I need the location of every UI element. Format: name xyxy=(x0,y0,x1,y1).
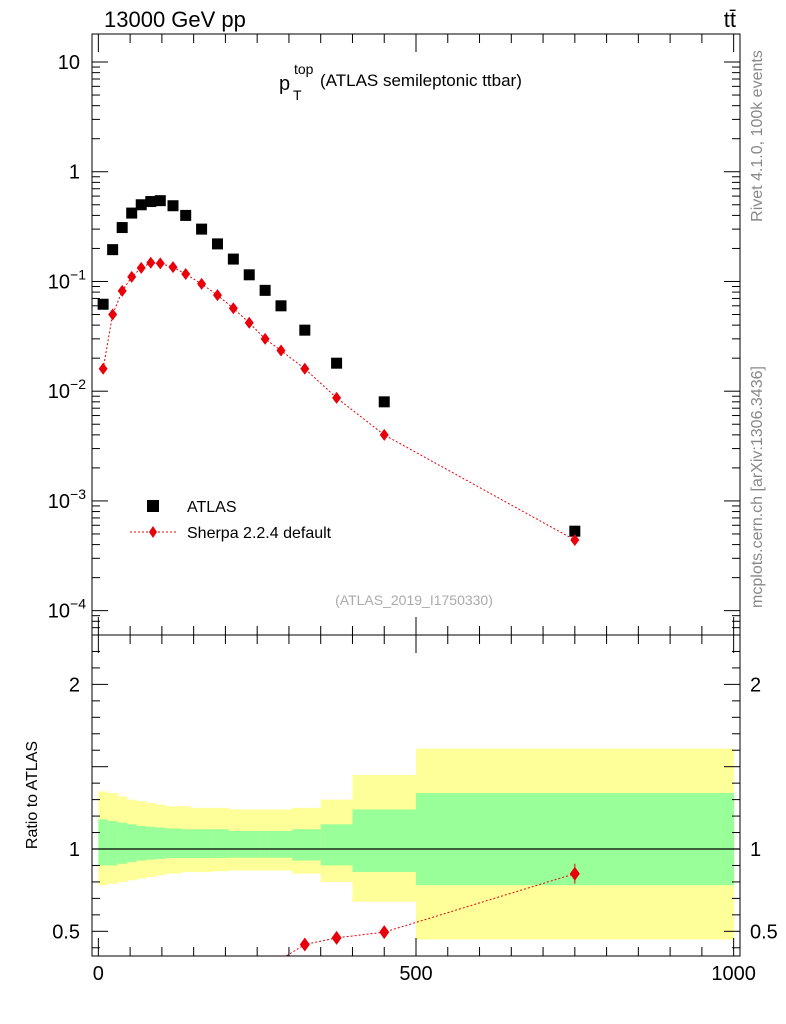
sherpa-mc-line xyxy=(102,262,576,541)
ratio-y-tick-label: 1 xyxy=(69,839,80,861)
ratio-band-inner xyxy=(212,829,230,858)
sherpa-mc-point xyxy=(136,261,146,274)
sherpa-mc-point xyxy=(168,261,178,274)
atlas-data-point xyxy=(154,195,166,207)
atlas-data-point xyxy=(116,222,128,234)
ratio-band-inner xyxy=(180,829,191,859)
ratio-y-tick-label-right: 1 xyxy=(750,839,761,861)
ratio-band-inner xyxy=(107,821,118,866)
legend-mc-label: Sherpa 2.2.4 default xyxy=(187,525,332,542)
ratio-y-tick-label-right: 0.5 xyxy=(750,921,778,943)
ratio-y-tick-label-right: 2 xyxy=(750,674,761,696)
ratio-mc-point xyxy=(569,866,580,881)
ratio-band-inner xyxy=(136,825,147,861)
title-main: p xyxy=(279,73,290,95)
atlas-data-point xyxy=(145,196,157,208)
analysis-id-label: (ATLAS_2019_I1750330) xyxy=(335,592,493,608)
ratio-band-inner xyxy=(228,830,239,858)
ratio-mc-point xyxy=(299,937,310,952)
sherpa-mc-point xyxy=(98,362,108,375)
sherpa-mc-point xyxy=(379,428,389,441)
sherpa-mc-point xyxy=(197,277,207,290)
atlas-data-point xyxy=(196,223,208,235)
legend-mc-marker xyxy=(149,526,157,538)
main-y-tick-label: 10−3 xyxy=(48,486,86,513)
atlas-data-point xyxy=(331,357,343,369)
main-y-tick-label: 10−2 xyxy=(48,376,86,403)
ratio-band-inner xyxy=(238,830,261,858)
main-y-tick-label: 10 xyxy=(58,52,80,74)
main-panel: 10 1 10−1 10−2 10−3 10−4 p top T (ATLAS semil… xyxy=(48,33,741,636)
atlas-data-point xyxy=(97,298,109,310)
sherpa-mc-point xyxy=(244,316,254,329)
title-subscript: T xyxy=(293,87,302,103)
sherpa-mc-point xyxy=(300,362,310,375)
ratio-mc-point xyxy=(268,957,278,971)
atlas-data-point xyxy=(569,525,581,537)
ratio-band-inner xyxy=(126,824,137,863)
legend: ATLAS Sherpa 2.2.4 default xyxy=(130,499,332,542)
atlas-data-point xyxy=(167,200,179,212)
ratio-band-inner xyxy=(146,826,157,860)
legend-data-marker xyxy=(147,500,159,512)
ratio-mc-point xyxy=(331,930,342,945)
ratio-y-tick-label: 0.5 xyxy=(52,921,80,943)
ratio-mc-point xyxy=(379,925,390,940)
title-superscript: top xyxy=(294,61,314,77)
ratio-band-inner xyxy=(269,830,293,858)
main-frame xyxy=(91,33,741,636)
plot-title: p top T (ATLAS semileptonic ttbar) xyxy=(279,61,522,103)
rivet-version-label: Rivet 4.1.0, 100k events xyxy=(749,50,766,222)
sherpa-mc-point xyxy=(146,256,156,269)
ratio-band-inner xyxy=(190,829,214,859)
ratio-x-tick-label: 0 xyxy=(93,963,104,985)
sherpa-mc-point xyxy=(117,284,127,297)
ratio-band-inner xyxy=(292,829,322,861)
ratio-band-inner xyxy=(117,822,128,864)
atlas-data-point xyxy=(180,209,192,221)
atlas-data-point xyxy=(299,324,311,336)
main-y-tick-label: 10−1 xyxy=(48,266,86,293)
sherpa-mc-point xyxy=(332,391,342,404)
sherpa-mc-point xyxy=(155,257,165,270)
ratio-band-inner xyxy=(320,824,353,866)
ratio-panel: 0 500 1000 0.5 0.5 1 1 2 2 Ratio to ATLAS xyxy=(24,634,778,985)
ratio-band-inner xyxy=(260,830,271,858)
atlas-data-point xyxy=(126,207,138,219)
atlas-data-point xyxy=(227,253,239,265)
ratio-y-tick-label: 2 xyxy=(69,674,80,696)
ratio-band-inner xyxy=(155,827,166,859)
atlas-data-point xyxy=(243,269,255,281)
legend-data-label: ATLAS xyxy=(187,499,237,516)
main-y-tick-label: 1 xyxy=(69,162,80,184)
title-rest: (ATLAS semileptonic ttbar) xyxy=(320,71,522,90)
sherpa-mc-point xyxy=(570,534,580,547)
process-label: tt̄ xyxy=(724,7,736,32)
ratio-x-tick-label: 1000 xyxy=(711,963,756,985)
sherpa-mc-point xyxy=(108,308,118,321)
sherpa-mc-point xyxy=(260,332,270,345)
sherpa-mc-point xyxy=(127,270,137,283)
main-y-tick-label: 10−4 xyxy=(48,596,86,623)
ratio-band-inner xyxy=(98,819,109,866)
ratio-band-inner xyxy=(165,828,182,859)
atlas-data-point xyxy=(211,238,223,250)
atlas-data-point xyxy=(135,199,147,211)
mcplots-label: mcplots.cern.ch [arXiv:1306.3436] xyxy=(749,366,766,608)
ratio-band-inner xyxy=(352,809,417,873)
atlas-data-point xyxy=(275,300,287,312)
atlas-data-point xyxy=(259,284,271,296)
ratio-x-tick-label: 500 xyxy=(399,963,432,985)
sherpa-mc-point xyxy=(181,267,191,280)
sherpa-mc-point xyxy=(212,289,222,302)
sherpa-mc-point xyxy=(228,302,238,315)
energy-label: 13000 GeV pp xyxy=(104,7,246,32)
atlas-data-point xyxy=(107,244,119,256)
ratio-y-axis-label: Ratio to ATLAS xyxy=(24,741,41,849)
atlas-data-point xyxy=(378,396,390,408)
sherpa-mc-point xyxy=(276,344,286,357)
